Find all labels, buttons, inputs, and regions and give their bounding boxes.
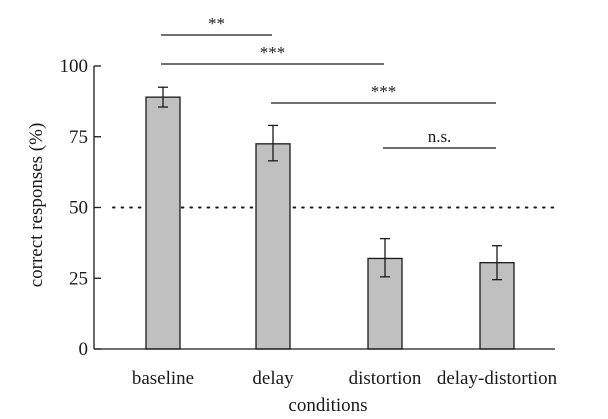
axes-layer: baseline delay distortion delay-distortion 0… [60, 56, 558, 389]
y-tick-label: 75 [69, 127, 88, 148]
y-tick-label: 0 [79, 339, 89, 360]
x-tick-label: distortion [349, 368, 422, 389]
significance-layer: ********n.s. [161, 14, 496, 149]
y-tick-label: 50 [69, 198, 88, 219]
significance-label: ** [208, 14, 225, 33]
x-tick-label: baseline [132, 368, 194, 389]
bar-baseline [145, 96, 181, 350]
significance-label: n.s. [428, 127, 452, 146]
y-tick-label: 25 [69, 268, 88, 289]
y-tick-label: 100 [60, 56, 89, 77]
significance-label: *** [260, 43, 286, 62]
x-axis-title: conditions [288, 395, 367, 416]
bar-delay [255, 143, 291, 350]
y-axis-title: correct responses (%) [26, 123, 47, 288]
x-tick-label: delay-distortion [437, 368, 558, 389]
significance-label: *** [371, 82, 397, 101]
x-tick-label: delay [252, 368, 294, 389]
bars-layer [145, 86, 515, 350]
